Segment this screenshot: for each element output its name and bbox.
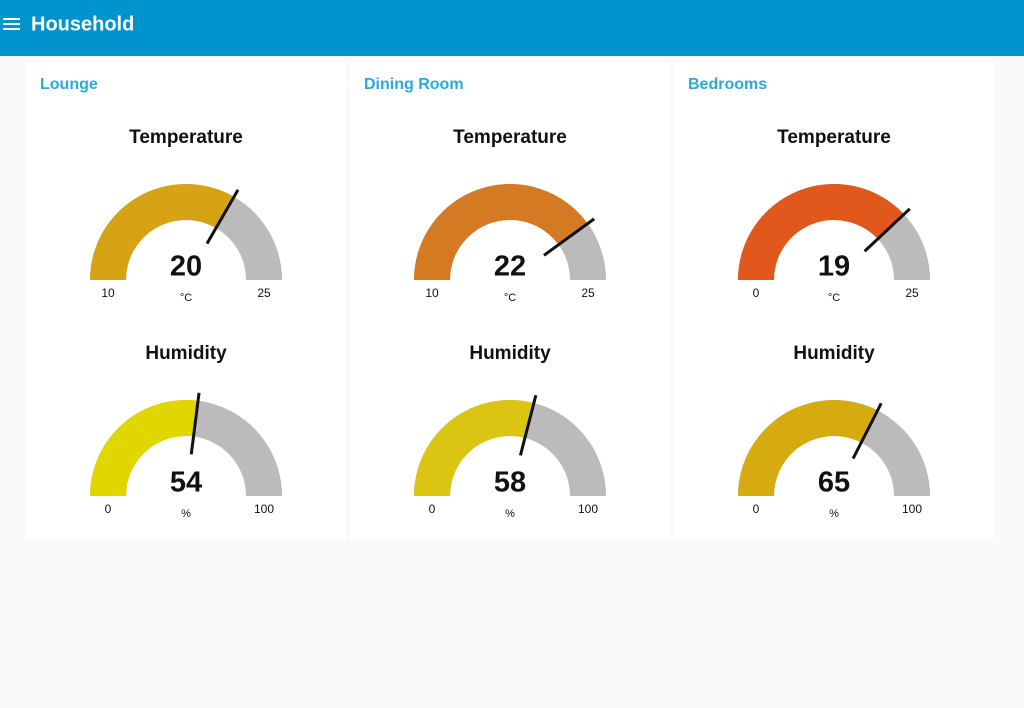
gauge-fill: [738, 400, 878, 496]
gauge-unit: °C: [828, 292, 840, 304]
group-title: Bedrooms: [688, 76, 767, 93]
gauge-fill: [90, 184, 234, 280]
gauge-needle: [189, 392, 201, 455]
gauge-title: Humidity: [145, 343, 227, 364]
gauge-fill: [90, 400, 199, 496]
gauge-value: 20: [170, 251, 202, 283]
gauge-fill: [414, 184, 588, 280]
gauge-value: 22: [494, 251, 526, 283]
gauge-needle: [543, 217, 596, 257]
gauge-value: 54: [170, 467, 202, 499]
gauge-title: Humidity: [469, 343, 551, 364]
group-title: Lounge: [40, 76, 98, 93]
gauge-min: 0: [753, 286, 760, 300]
page-title: Household: [31, 13, 134, 35]
group-card: [674, 62, 994, 540]
gauge-unit: %: [505, 508, 515, 520]
group-card: [350, 62, 670, 540]
gauge-max: 100: [578, 502, 598, 516]
menu-line: [3, 28, 20, 30]
gauge-max: 100: [254, 502, 274, 516]
gauge-unit: %: [181, 508, 191, 520]
gauge-title: Temperature: [777, 127, 891, 148]
gauge-needle: [863, 207, 911, 253]
gauge-needle: [851, 402, 883, 460]
group-card: [26, 62, 346, 540]
gauge-min: 0: [753, 502, 760, 516]
menu-button[interactable]: [3, 18, 20, 30]
gauge-value: 65: [818, 467, 850, 499]
gauge-unit: %: [829, 508, 839, 520]
group-title: Dining Room: [364, 76, 464, 93]
gauge-max: 25: [257, 286, 271, 300]
gauge-min: 0: [429, 502, 436, 516]
gauge-unit: °C: [504, 292, 516, 304]
gauge-min: 0: [105, 502, 112, 516]
gauge-unit: °C: [180, 292, 192, 304]
toolbar: [0, 0, 1024, 56]
gauge-value: 19: [818, 251, 850, 283]
gauge-title: Temperature: [129, 127, 243, 148]
gauge-max: 100: [902, 502, 922, 516]
gauge-max: 25: [581, 286, 595, 300]
gauge-title: Temperature: [453, 127, 567, 148]
gauge-min: 10: [101, 286, 115, 300]
menu-line: [3, 23, 20, 25]
gauge-needle: [518, 394, 538, 456]
gauge-title: Humidity: [793, 343, 875, 364]
gauge-fill: [738, 183, 904, 280]
gauge-min: 10: [425, 286, 439, 300]
gauge-needle: [205, 189, 240, 245]
gauge-fill: [414, 400, 534, 496]
gauge-value: 58: [494, 467, 526, 499]
gauge-max: 25: [905, 286, 919, 300]
menu-line: [3, 18, 20, 20]
